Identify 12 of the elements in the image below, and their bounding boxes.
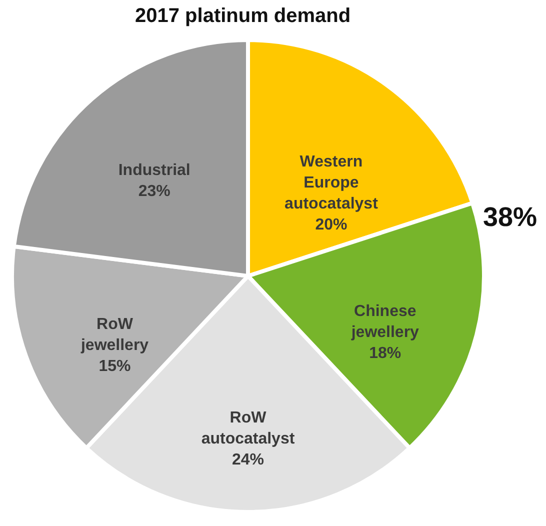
slice-label: Chinese jewellery bbox=[350, 303, 420, 342]
data-label: 18% bbox=[369, 345, 402, 362]
slice-label: Industrial bbox=[118, 162, 190, 179]
slice-label: Western Europe autocatalyst bbox=[284, 153, 379, 212]
data-label: 23% bbox=[138, 182, 170, 200]
slice-label: RoW jewellery bbox=[80, 316, 149, 354]
text: 38% bbox=[482, 202, 538, 232]
data-label: 24% bbox=[232, 452, 264, 469]
chart-title: 2017 platinum demand bbox=[135, 5, 351, 27]
data-label: 20% bbox=[315, 216, 348, 234]
slice-label: RoW autocatalyst bbox=[201, 410, 296, 448]
data-label: 15% bbox=[98, 358, 131, 375]
